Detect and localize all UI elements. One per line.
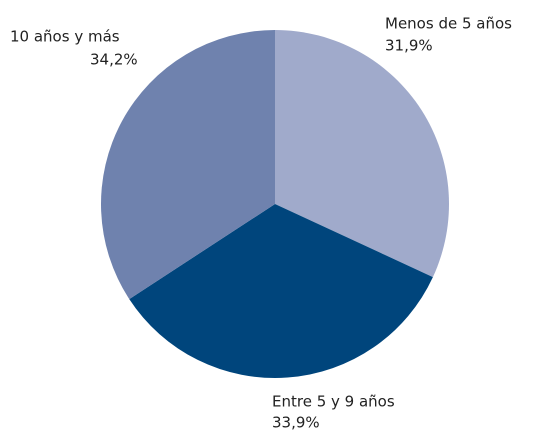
- slice-value-label: 33,9%: [272, 414, 320, 430]
- slice-value-label: 34,2%: [90, 51, 138, 69]
- slice-value-label: 31,9%: [385, 37, 433, 55]
- pie-slice: [101, 30, 275, 300]
- slice-label: Entre 5 y 9 años: [272, 393, 395, 411]
- slice-label: 10 años y más: [10, 28, 120, 46]
- pie-slice: [129, 204, 433, 378]
- pie-slice: [275, 30, 449, 278]
- slice-label: Menos de 5 años: [385, 15, 512, 33]
